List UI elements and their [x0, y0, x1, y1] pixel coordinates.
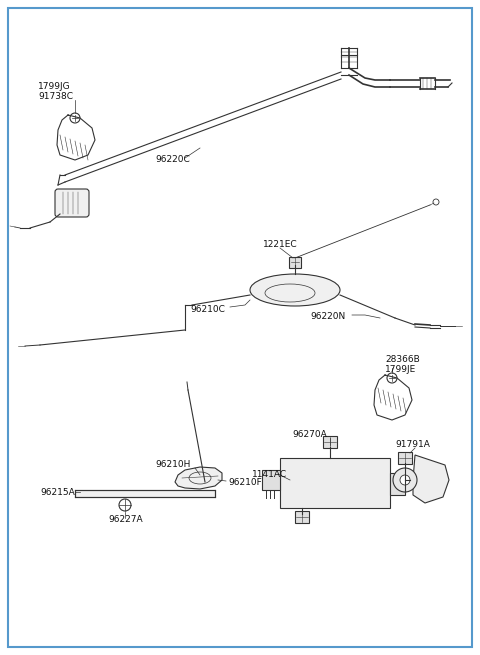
FancyBboxPatch shape [323, 436, 337, 448]
Text: 96215A: 96215A [40, 488, 75, 497]
FancyBboxPatch shape [295, 511, 309, 523]
Circle shape [387, 373, 397, 383]
Circle shape [433, 199, 439, 205]
Circle shape [119, 499, 131, 511]
Text: 96220N: 96220N [310, 312, 345, 321]
Text: 1799JG
91738C: 1799JG 91738C [38, 82, 73, 102]
Text: 96270A: 96270A [293, 430, 327, 439]
Polygon shape [262, 470, 280, 490]
Polygon shape [413, 455, 449, 503]
FancyBboxPatch shape [8, 8, 472, 647]
Text: 96227A: 96227A [108, 515, 143, 524]
Text: 28366B
1799JE: 28366B 1799JE [385, 355, 420, 375]
FancyBboxPatch shape [55, 189, 89, 217]
Text: 91791A: 91791A [395, 440, 430, 449]
FancyBboxPatch shape [398, 452, 412, 464]
Circle shape [393, 468, 417, 492]
FancyBboxPatch shape [390, 473, 405, 495]
Circle shape [400, 475, 410, 485]
Text: 96210F: 96210F [228, 478, 262, 487]
Polygon shape [175, 467, 222, 489]
Polygon shape [75, 490, 215, 497]
Text: 96210H: 96210H [155, 460, 191, 469]
Text: 1141AC: 1141AC [252, 470, 287, 479]
FancyBboxPatch shape [289, 257, 301, 268]
Circle shape [70, 113, 80, 123]
FancyBboxPatch shape [280, 458, 390, 508]
Text: 1221EC: 1221EC [263, 240, 297, 249]
Text: 96220C: 96220C [155, 155, 190, 164]
Ellipse shape [250, 274, 340, 306]
Text: 96210C: 96210C [190, 305, 225, 314]
